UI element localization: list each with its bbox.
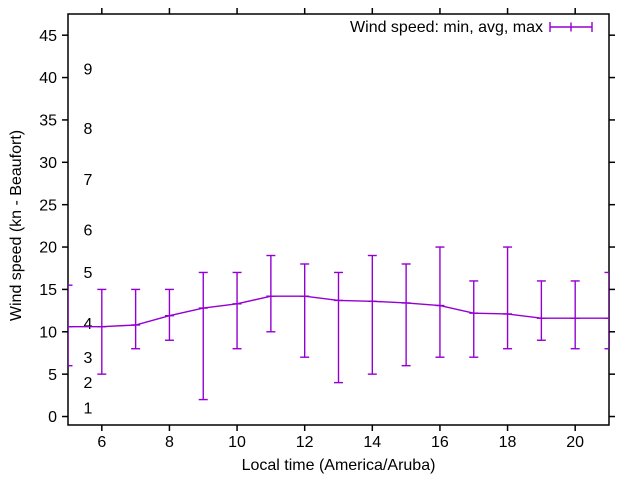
beaufort-scale-label: 4	[84, 316, 93, 333]
x-axis-label: Local time (America/Aruba)	[242, 457, 436, 474]
beaufort-scale-label: 3	[84, 350, 93, 367]
beaufort-scale-label: 2	[84, 375, 93, 392]
error-bar	[401, 263, 411, 367]
x-tick-label: 20	[566, 434, 584, 451]
y-tick-label: 10	[39, 324, 57, 341]
y-tick-label: 30	[39, 155, 57, 172]
y-tick-label: 5	[48, 367, 57, 384]
y-tick-label: 40	[39, 70, 57, 87]
error-bar	[97, 288, 107, 375]
plot-border	[67, 13, 610, 426]
beaufort-scale-label: 9	[84, 62, 93, 79]
wind-series	[68, 246, 609, 401]
error-bar	[334, 271, 343, 384]
axis-ticks	[62, 8, 615, 431]
x-tick-label: 14	[363, 434, 381, 451]
error-bar	[68, 284, 73, 367]
legend-label: Wind speed: min, avg, max	[350, 19, 543, 36]
beaufort-scale-label: 5	[84, 265, 93, 282]
legend-sample-errorbar-icon	[549, 22, 593, 32]
error-bar	[300, 263, 310, 358]
x-tick-label: 10	[228, 434, 246, 451]
beaufort-scale-label: 6	[84, 223, 93, 240]
x-tick-label: 16	[431, 434, 449, 451]
y-tick-label: 0	[48, 409, 57, 426]
error-bar	[469, 280, 479, 358]
error-bar	[435, 246, 445, 358]
error-bar	[536, 280, 546, 341]
x-tick-label: 12	[296, 434, 314, 451]
error-bar	[266, 254, 276, 333]
error-bar	[131, 288, 141, 350]
error-bar	[367, 254, 377, 375]
error-bar	[503, 246, 513, 350]
y-tick-label: 20	[39, 240, 57, 257]
y-tick-label: 25	[39, 197, 57, 214]
avg-line	[68, 295, 609, 328]
error-bar	[604, 271, 609, 350]
error-bar	[570, 280, 580, 350]
y-tick-label: 15	[39, 282, 57, 299]
beaufort-scale-label: 1	[84, 401, 93, 418]
y-axis-label: Wind speed (kn - Beaufort)	[8, 130, 25, 321]
error-bar	[232, 271, 242, 350]
error-bar	[198, 271, 208, 401]
x-tick-label: 18	[499, 434, 517, 451]
x-tick-label: 6	[97, 434, 106, 451]
y-tick-label: 45	[39, 28, 57, 45]
beaufort-scale-label: 7	[84, 172, 93, 189]
y-tick-label: 35	[39, 113, 57, 130]
x-tick-label: 8	[165, 434, 174, 451]
beaufort-scale-label: 8	[84, 121, 93, 138]
